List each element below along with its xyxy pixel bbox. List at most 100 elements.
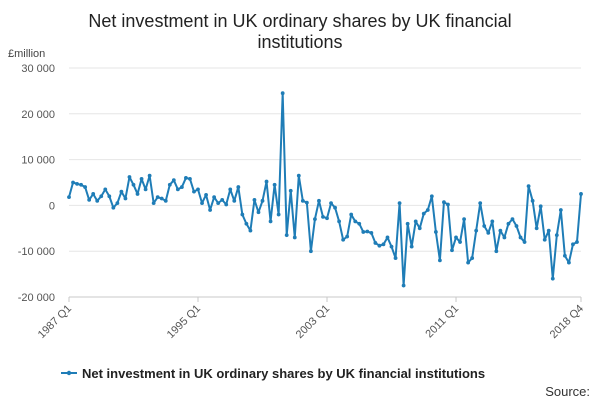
data-point — [567, 260, 571, 265]
data-point — [280, 91, 285, 96]
data-point — [159, 196, 164, 201]
data-point — [438, 258, 442, 263]
data-point — [268, 219, 273, 224]
data-point — [466, 260, 471, 265]
gridlines — [69, 67, 581, 298]
chart-title-line-2: institutions — [257, 32, 342, 52]
data-point — [184, 176, 188, 180]
data-point — [179, 185, 184, 189]
y-tick-label: -20 000 — [18, 292, 55, 304]
y-tick-label: -10 000 — [18, 246, 55, 258]
data-point — [562, 253, 567, 258]
data-point — [421, 211, 426, 216]
x-tick-label: 2011 Q1 — [423, 303, 461, 341]
data-point — [143, 187, 148, 192]
data-point — [236, 185, 241, 189]
data-point — [111, 205, 116, 210]
y-tick-label: 10 000 — [21, 155, 55, 167]
source-label: Source: — [545, 384, 590, 399]
data-point — [212, 195, 217, 200]
data-point — [171, 178, 176, 183]
data-point — [321, 214, 325, 219]
data-point — [571, 242, 575, 247]
data-point — [381, 242, 386, 247]
data-point — [79, 182, 83, 187]
data-point — [373, 241, 378, 245]
data-point — [494, 249, 499, 254]
data-point — [401, 283, 406, 288]
data-point — [188, 176, 192, 181]
data-point — [304, 200, 309, 205]
data-point — [450, 248, 454, 253]
data-point — [405, 221, 410, 226]
data-point — [550, 276, 555, 281]
data-point — [429, 194, 434, 199]
x-tick-label: 1987 Q1 — [36, 303, 74, 341]
legend: Net investment in UK ordinary shares by … — [61, 366, 485, 381]
data-point — [196, 187, 200, 192]
data-point — [325, 216, 329, 221]
data-point — [107, 194, 112, 199]
data-point — [353, 219, 358, 224]
data-point — [349, 212, 354, 217]
data-point — [288, 188, 293, 193]
data-point — [71, 180, 75, 185]
data-point — [248, 228, 253, 233]
data-point — [329, 201, 333, 206]
data-point — [276, 212, 281, 217]
data-point — [490, 219, 495, 224]
data-point — [498, 228, 503, 233]
data-point — [538, 204, 543, 209]
data-point — [87, 198, 92, 202]
data-point — [506, 221, 511, 226]
data-point — [478, 201, 483, 206]
data-point — [397, 201, 402, 206]
data-point — [139, 176, 144, 181]
data-point — [433, 230, 438, 234]
data-point — [252, 198, 257, 202]
data-point — [204, 192, 208, 197]
data-point — [510, 217, 515, 222]
data-point — [333, 205, 337, 210]
data-point — [393, 256, 398, 260]
data-point — [167, 182, 172, 187]
data-point — [220, 198, 225, 202]
data-point — [542, 237, 547, 242]
series-group — [67, 91, 583, 288]
data-point — [502, 235, 507, 240]
data-point — [389, 244, 394, 249]
data-point — [482, 224, 487, 228]
data-point — [208, 208, 213, 212]
y-tick-label: 20 000 — [21, 109, 55, 121]
x-axis-ticks: 1987 Q1 1995 Q1 2003 Q1 2011 Q1 2018 Q4 — [36, 297, 586, 341]
data-point — [554, 233, 559, 238]
x-tick-label: 2003 Q1 — [294, 303, 332, 341]
data-point — [272, 182, 277, 187]
data-point — [534, 226, 539, 231]
data-point — [91, 192, 96, 196]
data-point — [369, 230, 374, 235]
data-point — [575, 240, 579, 244]
data-point — [454, 235, 458, 240]
data-point — [83, 185, 88, 189]
data-point — [155, 195, 160, 200]
y-axis-ticks: -20 000 -10 000 0 10 000 20 000 30 000 — [18, 63, 55, 304]
data-point — [308, 249, 313, 254]
data-point — [103, 187, 108, 192]
data-point — [300, 198, 305, 203]
data-point — [75, 181, 79, 186]
data-point — [357, 221, 362, 226]
x-tick-label: 2018 Q4 — [548, 303, 586, 341]
data-point — [458, 240, 462, 244]
data-point — [200, 201, 204, 206]
data-point — [228, 187, 233, 192]
legend-label: Net investment in UK ordinary shares by … — [82, 366, 485, 381]
data-point — [579, 192, 583, 196]
data-point — [377, 243, 382, 248]
data-point — [345, 234, 350, 239]
data-point — [514, 224, 519, 228]
data-point — [558, 208, 563, 212]
data-point — [522, 240, 527, 244]
data-point — [131, 182, 136, 187]
